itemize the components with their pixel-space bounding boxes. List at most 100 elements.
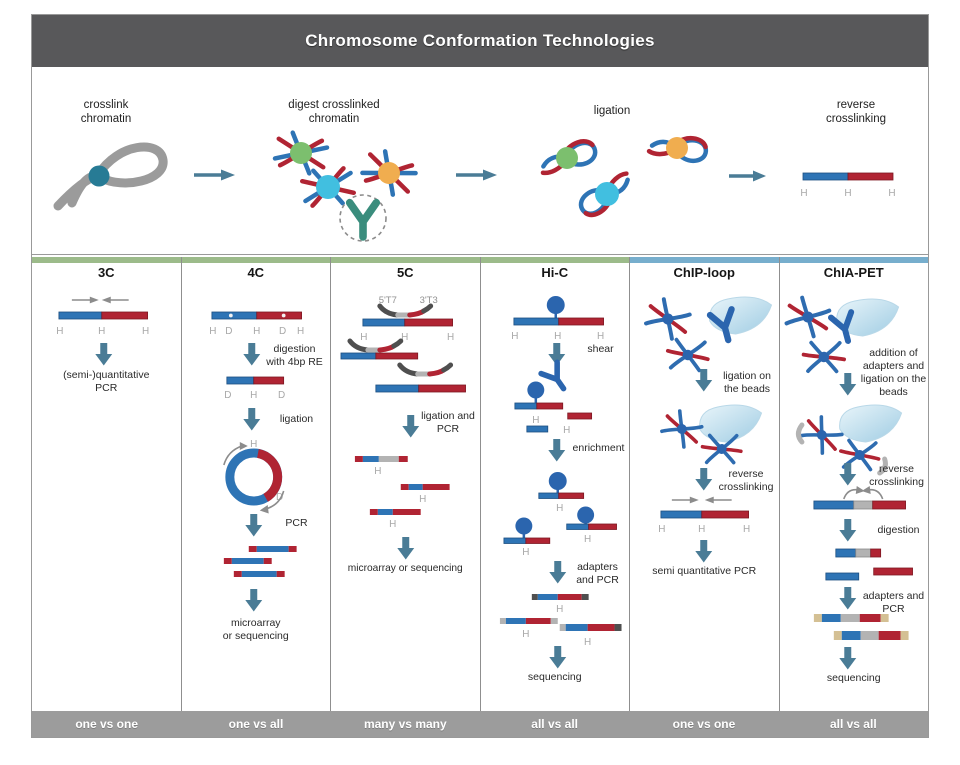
group-strip-green bbox=[181, 257, 330, 263]
group-strip-green bbox=[480, 257, 629, 263]
down-arrow-icon bbox=[244, 589, 262, 612]
step-label: sequencing bbox=[527, 671, 582, 683]
svg-text:H: H bbox=[297, 326, 304, 337]
down-arrow-icon bbox=[695, 540, 713, 563]
ligated-on-bead bbox=[657, 404, 763, 472]
column-header-chia-pet: ChIA-PET bbox=[823, 265, 884, 280]
adapters-ligated-on-bead bbox=[795, 404, 902, 476]
t3-label: 3'T3 bbox=[420, 295, 438, 306]
down-arrow-icon bbox=[838, 647, 856, 670]
workflow-step4-label: reverse crosslinking bbox=[825, 99, 887, 126]
chip-complexes bbox=[641, 294, 773, 378]
column-header-hic: Hi-C bbox=[541, 265, 569, 280]
column-header-5c: 5C bbox=[396, 265, 414, 280]
column-4c-graphics: H D H D H D H D bbox=[209, 311, 304, 612]
svg-text:H: H bbox=[250, 439, 257, 450]
bead-icon bbox=[709, 296, 773, 335]
protein-dna-complex bbox=[798, 333, 848, 381]
svg-text:H: H bbox=[401, 332, 408, 343]
column-hic: Hi-C H H H bbox=[479, 257, 629, 711]
svg-text:H: H bbox=[800, 188, 807, 199]
sheared-fragments: H H bbox=[513, 362, 592, 436]
column-chip-loop: ChIP-loop bbox=[629, 257, 779, 711]
svg-text:H: H bbox=[209, 326, 216, 337]
pet-products bbox=[813, 614, 909, 640]
workflow-panel: crosslink chromatin digest crosslinked c… bbox=[32, 67, 928, 255]
dna-bar: H H H bbox=[360, 318, 454, 343]
adapter-oligo-icon bbox=[400, 365, 451, 374]
down-arrow-icon bbox=[242, 408, 260, 431]
group-strip-blue bbox=[779, 257, 928, 263]
svg-text:H: H bbox=[522, 547, 529, 558]
digested-bar: D H D bbox=[224, 376, 285, 401]
column-5c-graphics: 5'T7 3'T3 H H H bbox=[340, 295, 466, 560]
adapter-loop-icon bbox=[795, 422, 804, 445]
step-label: addition of adapters and ligation on the… bbox=[860, 347, 927, 399]
column-chip-loop-graphics: H H H bbox=[641, 294, 773, 563]
title-bar: Chromosome Conformation Technologies bbox=[32, 15, 928, 67]
adapter-oligo-icon bbox=[350, 341, 401, 350]
reverse-crosslink-bar: H H H bbox=[800, 172, 896, 199]
svg-text:H: H bbox=[142, 326, 149, 337]
flow-arrow-2-icon bbox=[456, 169, 497, 181]
svg-text:D: D bbox=[279, 326, 286, 337]
svg-text:H: H bbox=[56, 326, 63, 337]
digested-products bbox=[824, 548, 913, 581]
down-arrow-icon bbox=[95, 343, 113, 366]
svg-text:H: H bbox=[888, 188, 895, 199]
step-label: ligation and PCR bbox=[421, 410, 475, 436]
diagram-frame: Chromosome Conformation Technologies cro… bbox=[31, 14, 929, 738]
workflow-step2-label: digest crosslinked chromatin bbox=[288, 99, 380, 126]
svg-text:H: H bbox=[253, 326, 260, 337]
column-header-4c: 4C bbox=[247, 265, 265, 280]
footer-cell-3c: one vs one bbox=[75, 717, 138, 731]
svg-text:H: H bbox=[522, 629, 529, 640]
down-arrow-icon bbox=[838, 373, 856, 396]
group-strip-green bbox=[32, 257, 181, 263]
step-label: reverse crosslinking bbox=[718, 468, 774, 494]
circular-primer-icon bbox=[222, 445, 242, 466]
step-label: PCR bbox=[285, 517, 308, 529]
svg-text:H: H bbox=[556, 604, 563, 615]
svg-text:H: H bbox=[658, 524, 665, 535]
flow-arrow-3-icon bbox=[729, 170, 766, 182]
svg-text:H: H bbox=[419, 494, 426, 505]
step-label: enrichment bbox=[572, 442, 625, 454]
t7-label: 5'T7 bbox=[379, 295, 397, 306]
down-arrow-icon bbox=[397, 537, 415, 560]
footer-cell-hic: all vs all bbox=[531, 717, 578, 731]
workflow-graphics: H H H bbox=[53, 67, 896, 242]
step-label: microarray or sequencing bbox=[347, 563, 463, 574]
column-3c-graphics: H H H bbox=[56, 295, 149, 366]
svg-text:H: H bbox=[360, 332, 367, 343]
step-label: shear bbox=[587, 343, 614, 355]
step-label: ligation on the beads bbox=[723, 370, 771, 396]
svg-text:H: H bbox=[698, 524, 705, 535]
workflow-step1-label: crosslink chromatin bbox=[80, 99, 132, 126]
svg-text:H: H bbox=[374, 466, 381, 477]
bead-icon bbox=[838, 404, 902, 443]
dna-bar-3 bbox=[375, 384, 466, 393]
step-label: adapters and PCR bbox=[862, 590, 925, 616]
footer-cell-chip-loop: one vs one bbox=[672, 717, 736, 731]
down-arrow-icon bbox=[838, 587, 856, 610]
adapter-oligo-icon bbox=[380, 306, 431, 315]
enriched-fragments: H H H bbox=[503, 472, 617, 558]
step-label: digestion with 4bp RE bbox=[266, 343, 323, 369]
svg-text:H: H bbox=[844, 188, 851, 199]
footer-cell-4c: one vs all bbox=[228, 717, 284, 731]
step-label: adapters and PCR bbox=[576, 561, 619, 587]
down-arrow-icon bbox=[242, 343, 260, 366]
protein-dna-complex bbox=[657, 405, 707, 453]
svg-text:D: D bbox=[224, 390, 231, 401]
step-label: digestion bbox=[877, 524, 920, 536]
group-strip-green bbox=[331, 257, 480, 263]
svg-text:D: D bbox=[276, 492, 283, 503]
svg-text:D: D bbox=[225, 326, 232, 337]
down-arrow-icon bbox=[695, 468, 713, 491]
antibody-icon bbox=[541, 362, 571, 394]
down-arrow-icon bbox=[838, 463, 856, 486]
footer-cell-5c: many vs many bbox=[363, 717, 447, 731]
column-chia-pet: ChIA-PET bbox=[778, 257, 928, 711]
svg-text:H: H bbox=[511, 331, 518, 342]
